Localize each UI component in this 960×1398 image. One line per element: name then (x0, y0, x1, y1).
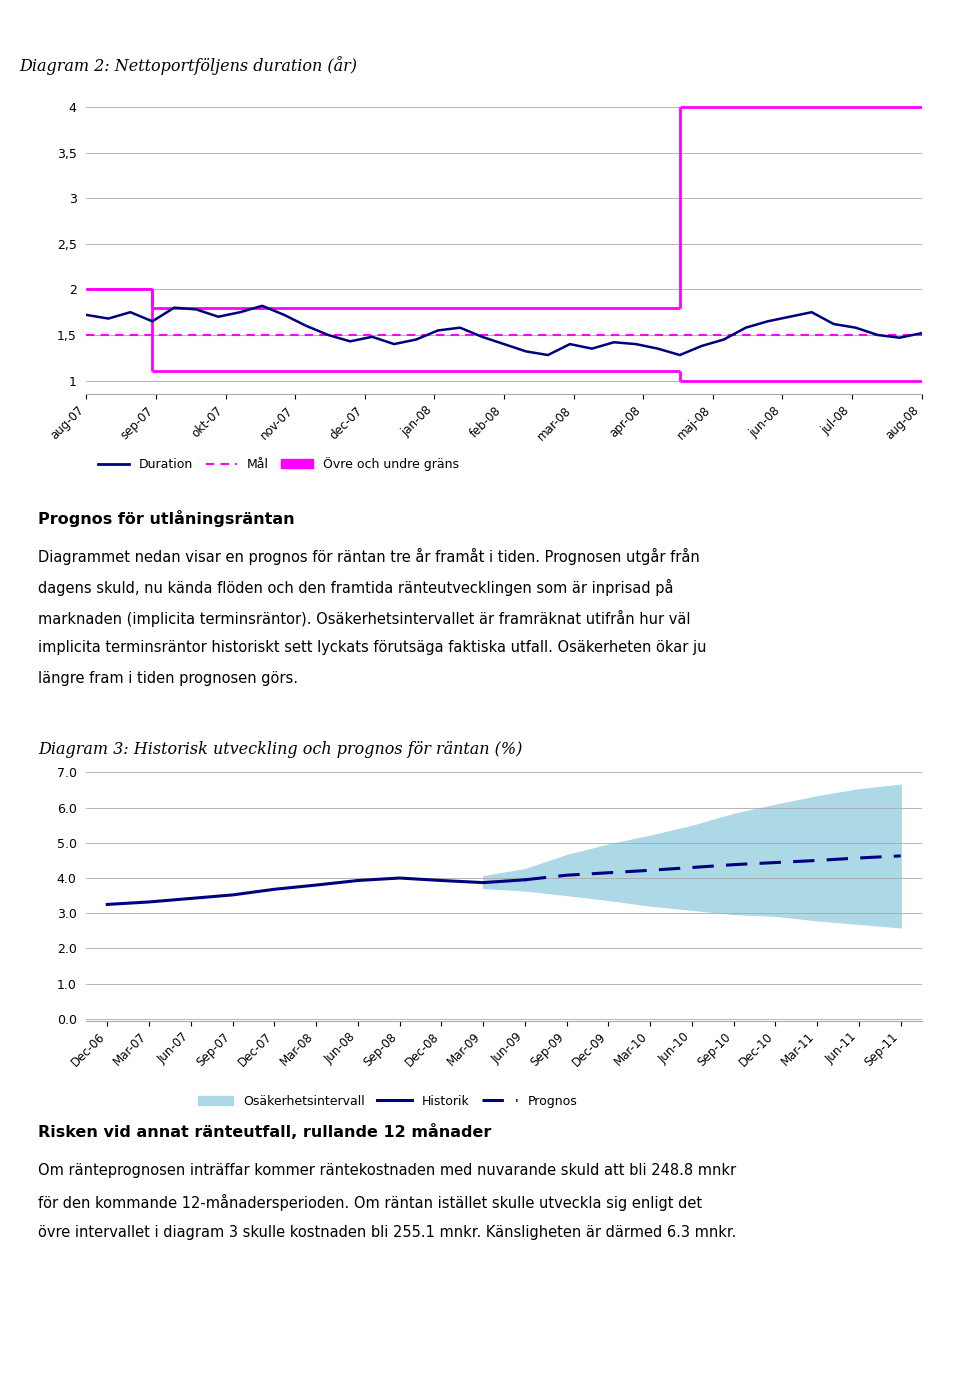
Text: Diagram 2: Nettoportföljens duration (år): Diagram 2: Nettoportföljens duration (år… (19, 56, 357, 75)
Text: Risken vid annat ränteutfall, rullande 12 månader: Risken vid annat ränteutfall, rullande 1… (38, 1124, 492, 1139)
Text: Diagrammet nedan visar en prognos för räntan tre år framåt i tiden. Prognosen ut: Diagrammet nedan visar en prognos för rä… (38, 548, 700, 565)
Text: implicita terminsräntor historiskt sett lyckats förutsäga faktiska utfall. Osäke: implicita terminsräntor historiskt sett … (38, 640, 707, 656)
Text: Prognos för utlåningsräntan: Prognos för utlåningsräntan (38, 510, 295, 527)
Text: för den kommande 12-månadersperioden. Om räntan istället skulle utveckla sig enl: för den kommande 12-månadersperioden. Om… (38, 1194, 703, 1211)
Text: marknaden (implicita terminsräntor). Osäkerhetsintervallet är framräknat utifrån: marknaden (implicita terminsräntor). Osä… (38, 610, 691, 626)
Text: längre fram i tiden prognosen görs.: längre fram i tiden prognosen görs. (38, 671, 299, 686)
Legend: Osäkerhetsintervall, Historik, Prognos: Osäkerhetsintervall, Historik, Prognos (193, 1089, 582, 1113)
Legend: Duration, Mål, Övre och undre gräns: Duration, Mål, Övre och undre gräns (93, 452, 464, 477)
Text: övre intervallet i diagram 3 skulle kostnaden bli 255.1 mnkr. Känsligheten är dä: övre intervallet i diagram 3 skulle kost… (38, 1225, 736, 1240)
Text: Om ränteprognosen inträffar kommer räntekostnaden med nuvarande skuld att bli 24: Om ränteprognosen inträffar kommer ränte… (38, 1163, 736, 1179)
Text: Diagram 3: Historisk utveckling och prognos för räntan (%): Diagram 3: Historisk utveckling och prog… (38, 741, 523, 758)
Text: dagens skuld, nu kända flöden och den framtida ränteutvecklingen som är inprisad: dagens skuld, nu kända flöden och den fr… (38, 579, 674, 596)
